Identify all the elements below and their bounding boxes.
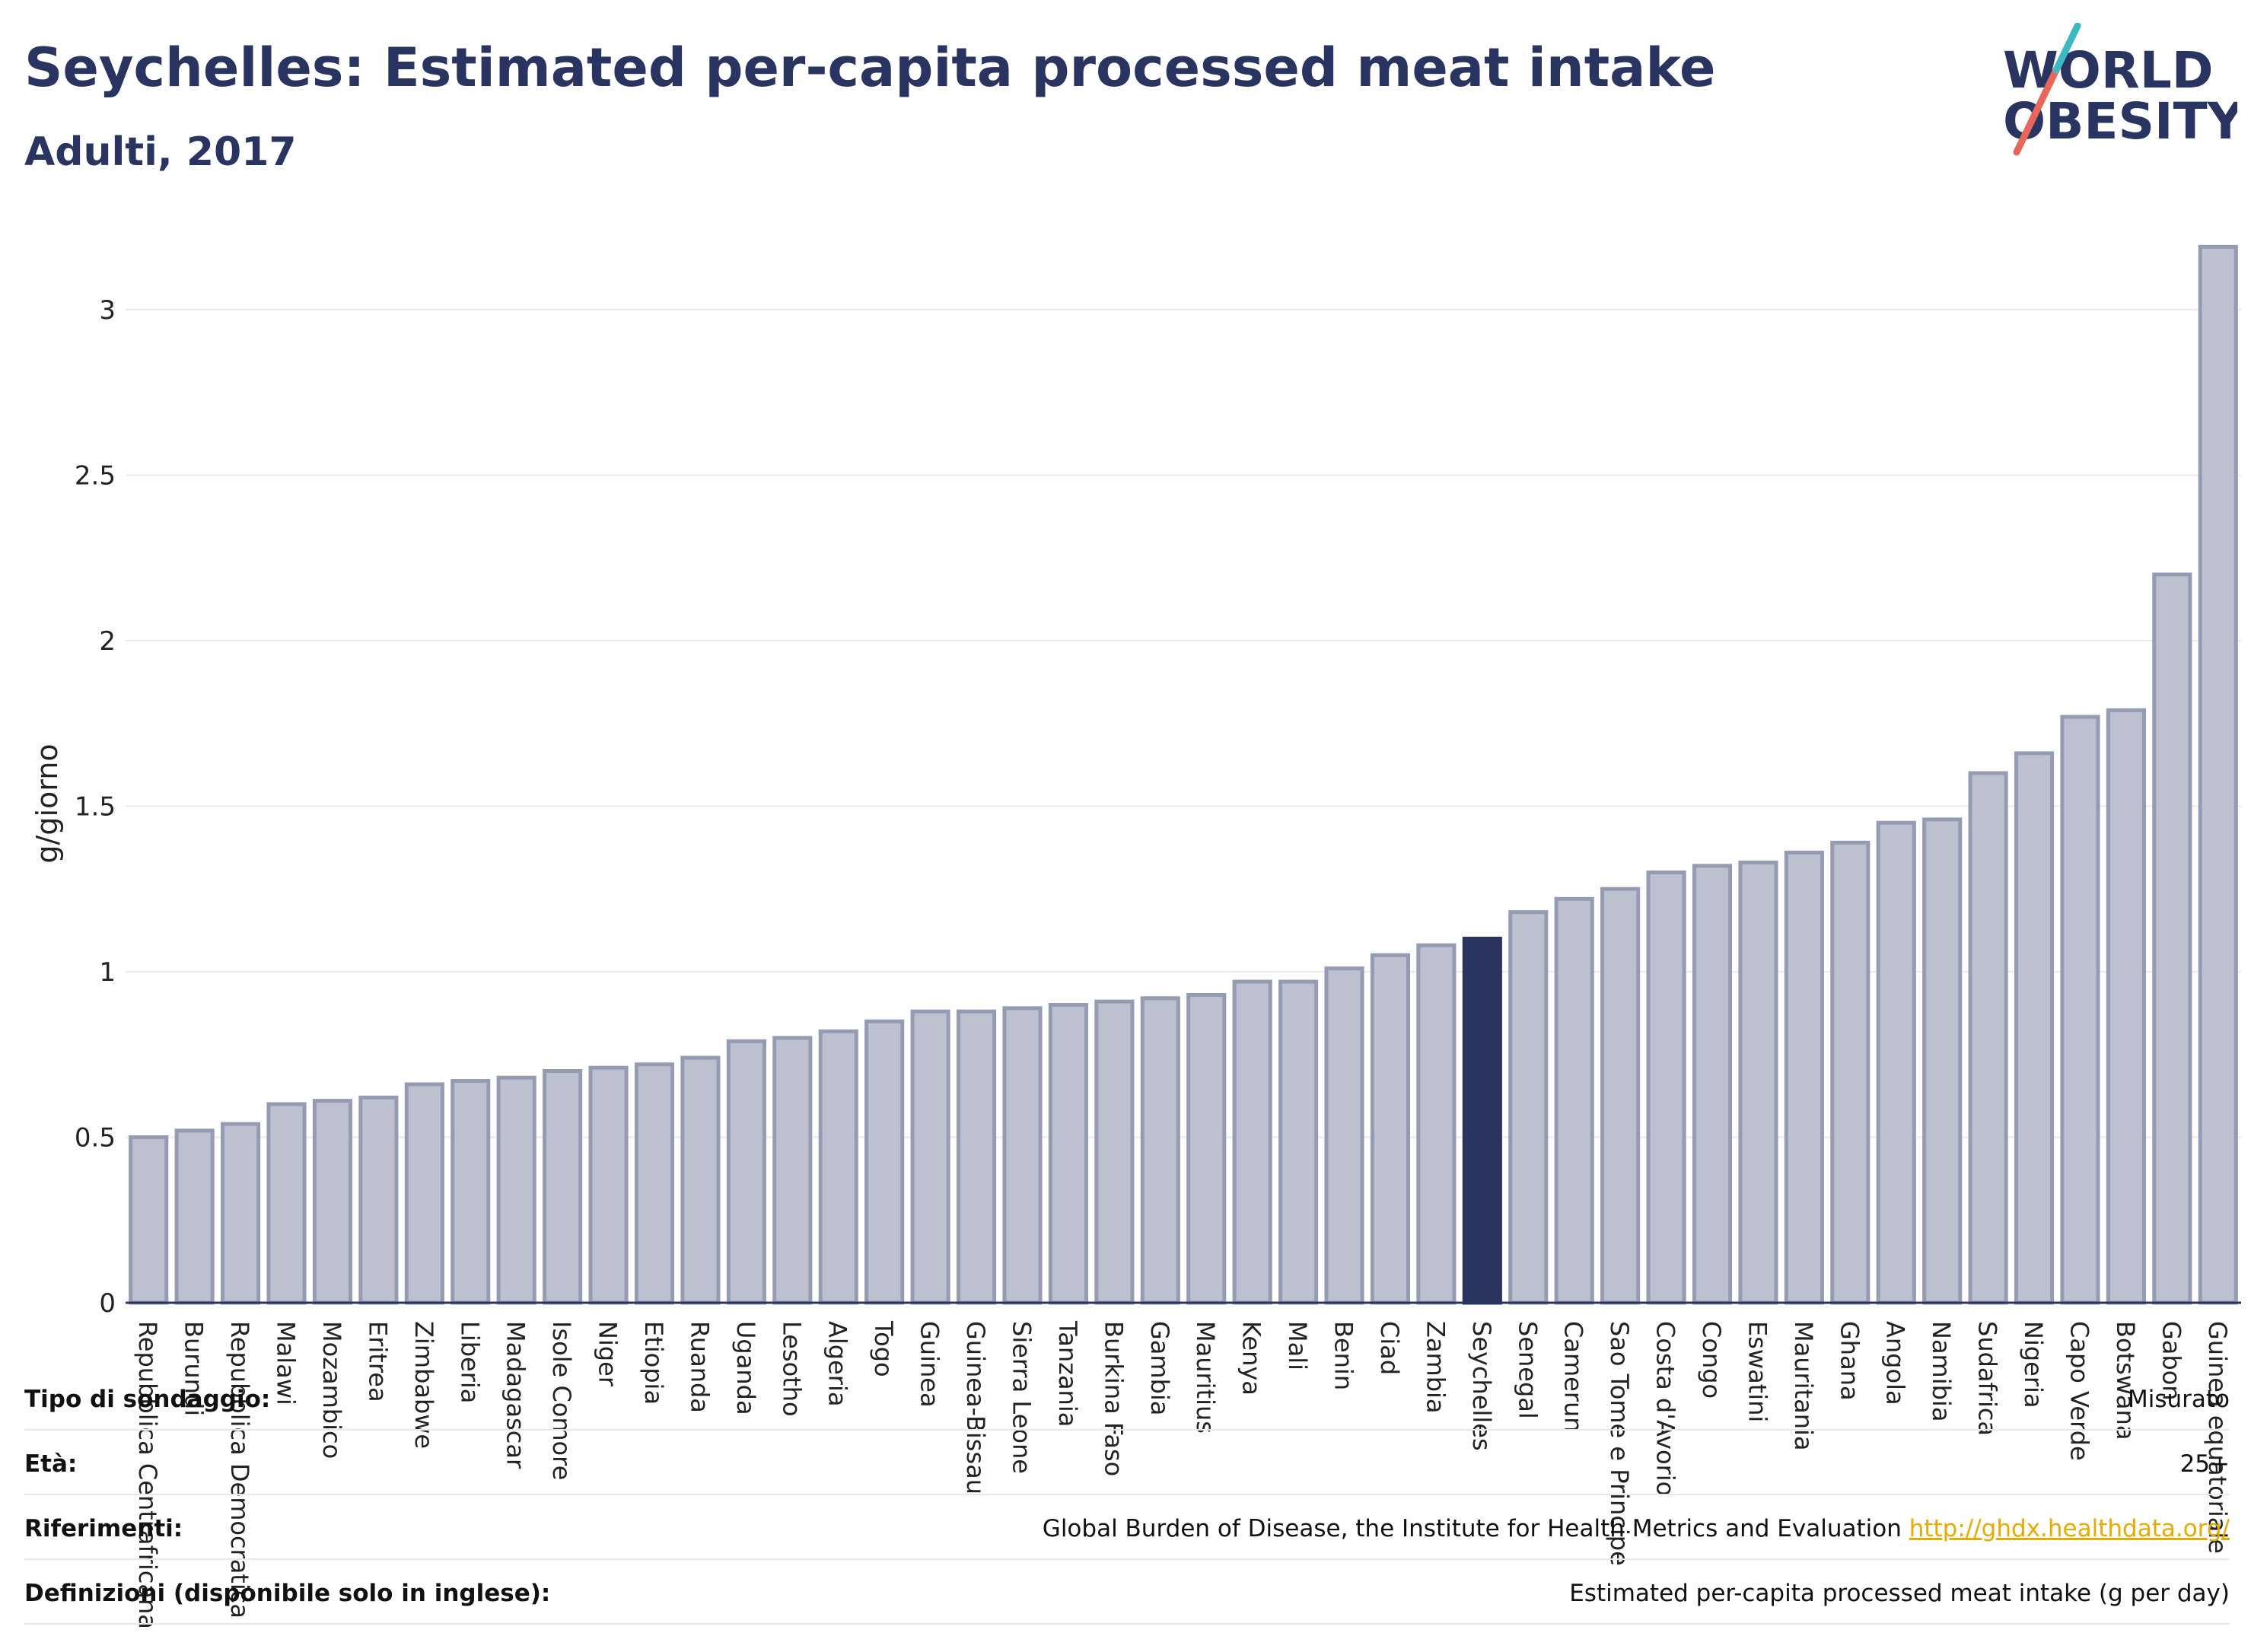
- bar: [1140, 996, 1180, 1305]
- bar: [1738, 860, 1778, 1305]
- bar: [1600, 886, 1641, 1305]
- bar: [726, 1039, 766, 1305]
- bar: [1232, 979, 1272, 1305]
- y-axis-ticks: 0 0.5 1 1.5 2 2.5 3: [75, 295, 116, 1319]
- info-value: 25+: [2179, 1450, 2230, 1478]
- info-row-survey-type: Tipo di sondaggio: Misurato: [24, 1366, 2230, 1431]
- bar: [680, 1055, 721, 1305]
- bar: [588, 1065, 629, 1305]
- info-value: Estimated per-capita processed meat inta…: [1569, 1580, 2230, 1607]
- bar: [451, 1079, 491, 1305]
- info-value: Global Burden of Disease, the Institute …: [1043, 1515, 2230, 1542]
- y-tick-label: 3: [99, 295, 116, 326]
- info-label: Tipo di sondaggio:: [24, 1386, 271, 1413]
- bar: [266, 1102, 307, 1305]
- bar: [129, 1135, 169, 1305]
- reference-text: Global Burden of Disease, the Institute …: [1042, 1515, 1902, 1542]
- logo-slash-teal: [2052, 23, 2081, 74]
- bar: [1922, 817, 1963, 1305]
- info-row-age: Età: 25+: [24, 1431, 2230, 1495]
- info-table: Tipo di sondaggio: Misurato Età: 25+ Rif…: [24, 1366, 2230, 1625]
- info-label: Definizioni (disponibile solo in inglese…: [24, 1580, 551, 1607]
- bar: [2060, 715, 2100, 1305]
- bar: [1324, 966, 1364, 1305]
- bar: [312, 1099, 353, 1305]
- y-tick-label: 2.5: [75, 461, 116, 492]
- bar: [1830, 840, 1871, 1305]
- bar: [2198, 244, 2238, 1305]
- bar: [1094, 999, 1135, 1305]
- y-tick-label: 0: [99, 1288, 116, 1319]
- chart-subtitle: Adulti, 2017: [24, 129, 297, 175]
- bar: [818, 1029, 858, 1305]
- bar: [634, 1062, 675, 1305]
- chart-title: Seychelles: Estimated per-capita process…: [24, 37, 1716, 99]
- bar: [2106, 708, 2146, 1305]
- bar: [772, 1036, 813, 1305]
- bar-highlight: [1462, 937, 1502, 1305]
- y-tick-label: 0.5: [75, 1123, 116, 1154]
- bar: [1416, 943, 1457, 1305]
- bar-chart: 0 0.5 1 1.5 2 2.5 3 g/giorno: [30, 244, 2241, 1319]
- y-tick-label: 1: [99, 957, 116, 988]
- reference-link[interactable]: http://ghdx.healthdata.org/: [1909, 1515, 2230, 1542]
- bar: [2152, 572, 2192, 1305]
- bar: [864, 1019, 905, 1305]
- bar: [1186, 992, 1227, 1305]
- bar: [910, 1009, 950, 1305]
- bar: [1508, 910, 1549, 1305]
- bar: [496, 1075, 536, 1305]
- bar: [956, 1009, 997, 1305]
- bar: [1002, 1006, 1043, 1305]
- bar: [174, 1128, 215, 1305]
- info-row-references: Riferimenti: Global Burden of Disease, t…: [24, 1495, 2230, 1560]
- bar: [1278, 979, 1319, 1305]
- bar: [1784, 850, 1824, 1305]
- bar: [543, 1069, 583, 1305]
- bar: [1876, 820, 1916, 1305]
- bar: [1370, 953, 1411, 1305]
- logo-slash-coral: [2013, 66, 2060, 156]
- bar: [221, 1122, 261, 1305]
- y-tick-label: 1.5: [75, 792, 116, 823]
- bar: [1968, 771, 2008, 1305]
- bars: [129, 244, 2238, 1305]
- bar: [1692, 864, 1733, 1305]
- bar: [1646, 871, 1686, 1305]
- logo-line-1: WORLD: [2003, 41, 2214, 100]
- y-tick-label: 2: [99, 626, 116, 657]
- world-obesity-logo: WORLD OBESITY: [2003, 23, 2237, 156]
- info-row-definitions: Definizioni (disponibile solo in inglese…: [24, 1560, 2230, 1625]
- bar: [1048, 1003, 1088, 1305]
- info-label: Riferimenti:: [24, 1515, 183, 1542]
- info-label: Età:: [24, 1450, 78, 1478]
- bar: [358, 1095, 399, 1305]
- bar: [404, 1082, 444, 1305]
- bar: [2014, 751, 2055, 1305]
- info-value: Misurato: [2127, 1386, 2230, 1413]
- y-axis-label: g/giorno: [30, 743, 64, 863]
- bar: [1554, 896, 1594, 1305]
